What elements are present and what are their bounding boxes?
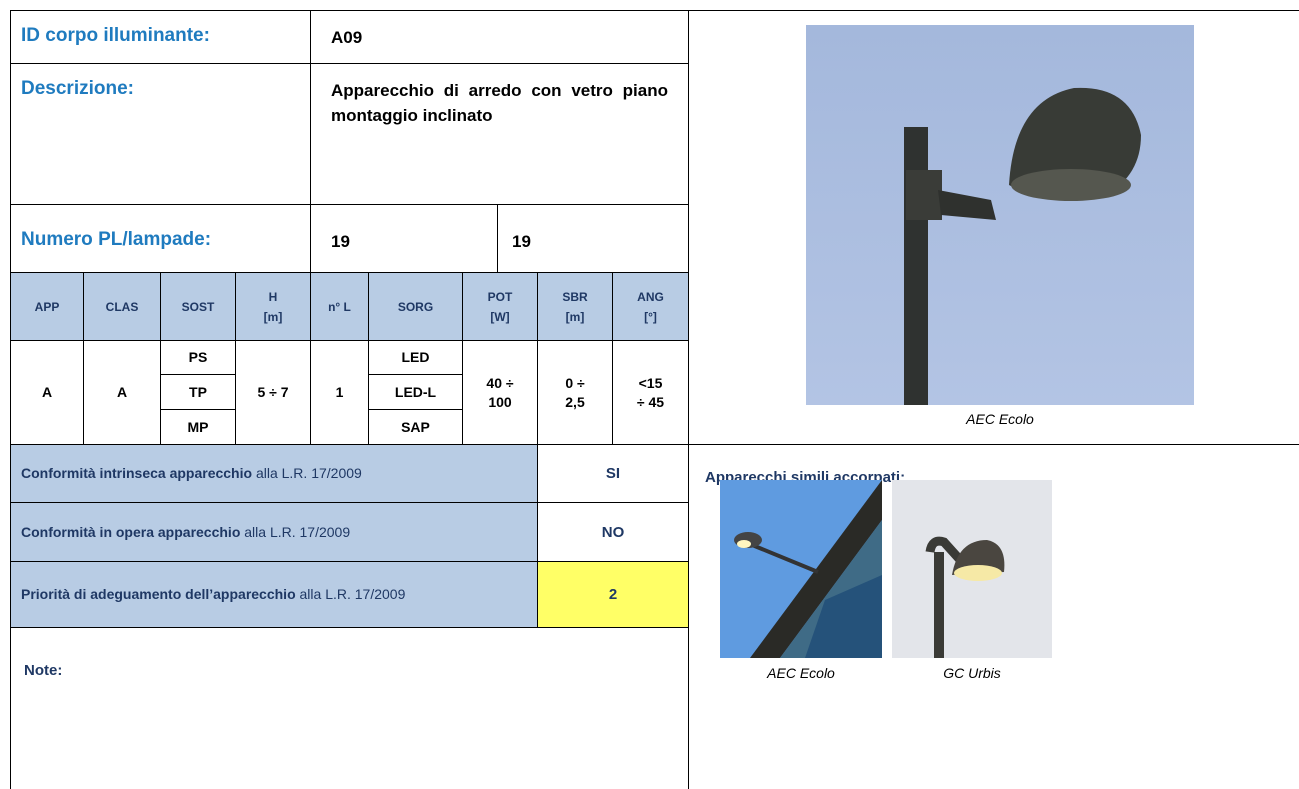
cell: TP bbox=[160, 374, 236, 410]
text: alla L.R. 17/2009 bbox=[240, 523, 351, 540]
conformity-label: Conformità in opera apparecchio alla L.R… bbox=[10, 502, 538, 562]
column-header: CLAS bbox=[83, 272, 161, 341]
description-label: Descrizione: bbox=[10, 63, 311, 205]
description-value: Apparecchio di arredo con vetro piano mo… bbox=[310, 63, 689, 205]
cell: 1 bbox=[310, 340, 369, 445]
cell: SAP bbox=[368, 409, 463, 445]
cell: MP bbox=[160, 409, 236, 445]
cell: A bbox=[10, 340, 84, 445]
cell: A bbox=[83, 340, 161, 445]
conformity-value: NO bbox=[537, 502, 689, 562]
column-header: H [m] bbox=[235, 272, 311, 341]
cell: LED-L bbox=[368, 374, 463, 410]
thumbnail-caption: GC Urbis bbox=[943, 665, 1001, 681]
conformity-value: SI bbox=[537, 444, 689, 503]
conformity-label: Conformità intrinseca apparecchio alla L… bbox=[10, 444, 538, 503]
number-value: 19 bbox=[310, 204, 498, 273]
thumbnail bbox=[720, 480, 882, 658]
column-header: POT [W] bbox=[462, 272, 538, 341]
number-value: 19 bbox=[497, 204, 689, 273]
column-header: SOST bbox=[160, 272, 236, 341]
column-header: APP bbox=[10, 272, 84, 341]
bold-text: Priorità di adeguamento dell’apparecchio bbox=[21, 586, 296, 602]
border bbox=[688, 10, 689, 789]
thumbnail bbox=[892, 480, 1052, 658]
column-header: ANG [°] bbox=[612, 272, 689, 341]
cell: 5 ÷ 7 bbox=[235, 340, 311, 445]
cell: <15 ÷ 45 bbox=[612, 340, 689, 445]
bold-text: Conformità in opera apparecchio bbox=[21, 523, 241, 540]
column-header: SBR [m] bbox=[537, 272, 613, 341]
id-value: A09 bbox=[310, 10, 689, 64]
border bbox=[688, 444, 1299, 445]
cell: 40 ÷ 100 bbox=[462, 340, 538, 445]
column-header: SORG bbox=[368, 272, 463, 341]
border bbox=[688, 10, 1299, 11]
conformity-value: 2 bbox=[537, 561, 689, 628]
text: alla L.R. 17/2009 bbox=[295, 586, 406, 602]
border bbox=[10, 627, 11, 789]
cell: 0 ÷ 2,5 bbox=[537, 340, 613, 445]
column-header: n° L bbox=[310, 272, 369, 341]
cell: LED bbox=[368, 340, 463, 375]
conformity-label: Priorità di adeguamento dell’apparecchio… bbox=[10, 561, 538, 628]
bold-text: Conformità intrinseca apparecchio bbox=[21, 465, 253, 481]
thumbnail-caption: AEC Ecolo bbox=[767, 665, 835, 681]
photo bbox=[806, 25, 1194, 405]
cell: PS bbox=[160, 340, 236, 375]
number-label: Numero PL/lampade: bbox=[10, 204, 311, 273]
photo-caption: AEC Ecolo bbox=[966, 411, 1034, 427]
text: alla L.R. 17/2009 bbox=[252, 465, 362, 481]
notes-label: Note: bbox=[24, 662, 63, 679]
id-label: ID corpo illuminante: bbox=[10, 10, 311, 64]
